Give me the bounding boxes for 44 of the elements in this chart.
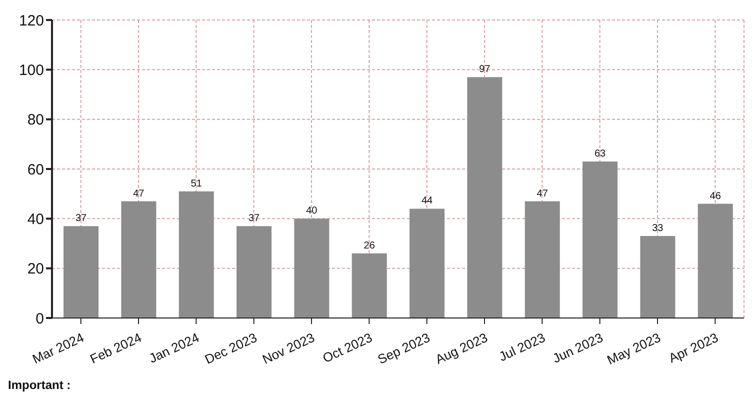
bar [121,201,156,318]
x-tick-label: Feb 2024 [88,330,144,367]
bar [64,226,99,318]
bar [524,201,560,318]
data-label: 46 [710,190,722,202]
data-label: 63 [594,148,606,160]
text: Important : [8,378,72,392]
data-label: 47 [133,188,145,200]
data-label: 40 [306,206,318,217]
bar [467,77,502,318]
x-tick-label: Jun 2023 [550,330,606,366]
bar [640,236,676,318]
y-tick-label: 20 [27,260,44,278]
x-tick-label: Jul 2023 [496,330,548,364]
x-tick-label: Dec 2023 [202,330,260,367]
y-tick-label: 60 [27,161,44,178]
data-label: 51 [190,178,202,190]
data-label: 37 [75,213,88,224]
bar [582,162,618,318]
x-tick-label: May 2023 [604,330,663,368]
y-tick-label: 120 [18,12,44,30]
bar [294,218,330,318]
y-tick-label: 100 [18,62,44,79]
bar [352,253,387,318]
data-label: 37 [248,213,260,224]
bar [178,191,214,318]
x-tick-label: Apr 2023 [666,330,720,366]
y-tick-label: 0 [36,310,44,328]
x-tick-label: Nov 2023 [260,330,317,367]
x-tick-label: Jan 2024 [146,330,202,366]
data-label: 47 [536,188,548,200]
y-tick-label: 80 [27,112,44,129]
x-tick-label: Aug 2023 [433,330,490,367]
data-label: 26 [364,240,376,252]
bar [698,204,733,318]
data-label: 44 [421,196,434,207]
x-tick-label: Sep 2023 [375,330,432,367]
x-tick-label: Oct 2023 [320,330,374,366]
bar [236,226,272,318]
data-label: 33 [652,223,664,234]
x-tick-label: Mar 2024 [30,330,86,367]
y-tick-label: 40 [27,210,44,228]
bar [410,208,445,318]
data-label: 97 [479,64,491,76]
